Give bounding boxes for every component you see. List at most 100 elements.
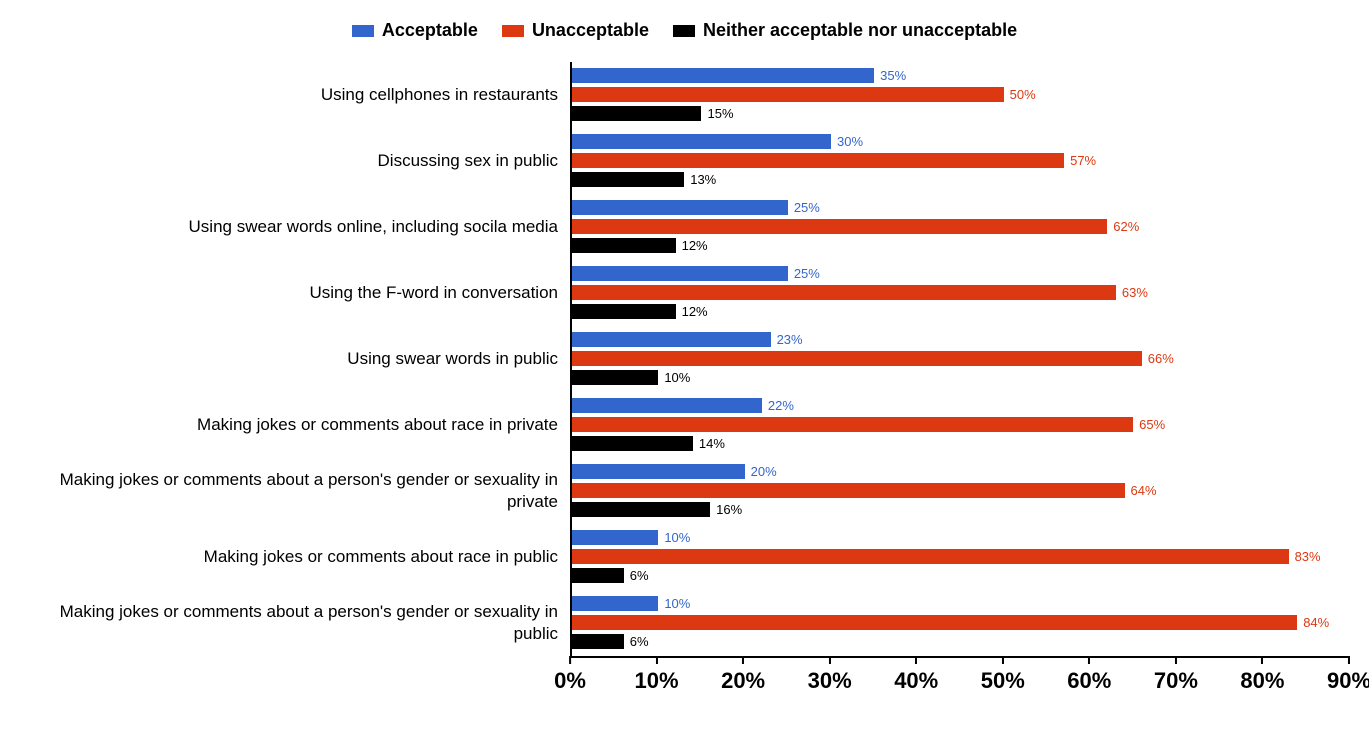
bar-row-unacceptable: 64%	[572, 482, 1349, 499]
bar-acceptable	[572, 266, 788, 281]
bar-unacceptable	[572, 87, 1004, 102]
bars-cell: 22% 65% 14%	[570, 392, 1349, 458]
category-label: Using the F-word in conversation	[20, 260, 570, 326]
bar-row-unacceptable: 63%	[572, 284, 1349, 301]
bar-row-neither: 13%	[572, 171, 1349, 188]
bar-value-label: 50%	[1010, 87, 1036, 102]
bar-value-label: 6%	[630, 568, 649, 583]
bar-acceptable	[572, 68, 874, 83]
legend-item: Acceptable	[352, 20, 478, 41]
bar-value-label: 62%	[1113, 219, 1139, 234]
bar-unacceptable	[572, 285, 1116, 300]
category-label: Using swear words in public	[20, 326, 570, 392]
bar-value-label: 12%	[682, 238, 708, 253]
x-axis-tick: 70%	[1154, 658, 1198, 694]
bar-value-label: 10%	[664, 596, 690, 611]
bar-row-acceptable: 35%	[572, 67, 1349, 84]
x-axis-tick: 40%	[894, 658, 938, 694]
category-group: Making jokes or comments about race in p…	[20, 524, 1349, 590]
category-label: Making jokes or comments about a person'…	[20, 458, 570, 524]
bar-row-acceptable: 23%	[572, 331, 1349, 348]
legend-label: Acceptable	[382, 20, 478, 41]
bars-cell: 25% 62% 12%	[570, 194, 1349, 260]
bar-row-neither: 15%	[572, 105, 1349, 122]
bar-neither	[572, 436, 693, 451]
bar-row-acceptable: 10%	[572, 595, 1349, 612]
bar-row-unacceptable: 57%	[572, 152, 1349, 169]
bar-value-label: 57%	[1070, 153, 1096, 168]
x-axis-tick: 10%	[635, 658, 679, 694]
bar-unacceptable	[572, 483, 1125, 498]
legend-swatch	[673, 25, 695, 37]
bar-value-label: 6%	[630, 634, 649, 649]
bar-neither	[572, 502, 710, 517]
bars-cell: 10% 83% 6%	[570, 524, 1349, 590]
category-group: Using swear words online, including soci…	[20, 194, 1349, 260]
legend-item: Neither acceptable nor unacceptable	[673, 20, 1017, 41]
legend-swatch	[502, 25, 524, 37]
x-axis-tick: 30%	[808, 658, 852, 694]
bar-neither	[572, 370, 658, 385]
bar-acceptable	[572, 596, 658, 611]
bar-row-acceptable: 10%	[572, 529, 1349, 546]
bar-acceptable	[572, 332, 771, 347]
x-axis-tick: 60%	[1067, 658, 1111, 694]
bar-value-label: 25%	[794, 266, 820, 281]
bar-row-neither: 12%	[572, 303, 1349, 320]
category-label: Making jokes or comments about race in p…	[20, 392, 570, 458]
bar-row-neither: 6%	[572, 633, 1349, 650]
bar-row-acceptable: 20%	[572, 463, 1349, 480]
bar-neither	[572, 568, 624, 583]
bar-value-label: 64%	[1131, 483, 1157, 498]
bar-row-unacceptable: 62%	[572, 218, 1349, 235]
bar-acceptable	[572, 398, 762, 413]
bar-unacceptable	[572, 615, 1297, 630]
bar-value-label: 66%	[1148, 351, 1174, 366]
bar-value-label: 65%	[1139, 417, 1165, 432]
bar-acceptable	[572, 464, 745, 479]
bar-unacceptable	[572, 417, 1133, 432]
category-group: Making jokes or comments about race in p…	[20, 392, 1349, 458]
bar-row-acceptable: 25%	[572, 199, 1349, 216]
bar-value-label: 22%	[768, 398, 794, 413]
bar-neither	[572, 238, 676, 253]
bar-row-acceptable: 25%	[572, 265, 1349, 282]
x-axis: 0%10%20%30%40%50%60%70%80%90%	[570, 656, 1349, 708]
bars-cell: 35% 50% 15%	[570, 62, 1349, 128]
legend-label: Unacceptable	[532, 20, 649, 41]
category-group: Making jokes or comments about a person'…	[20, 590, 1349, 656]
bar-neither	[572, 172, 684, 187]
bar-unacceptable	[572, 549, 1289, 564]
category-label: Making jokes or comments about a person'…	[20, 590, 570, 656]
bar-value-label: 12%	[682, 304, 708, 319]
bar-acceptable	[572, 134, 831, 149]
bar-neither	[572, 106, 701, 121]
bars-cell: 25% 63% 12%	[570, 260, 1349, 326]
legend-item: Unacceptable	[502, 20, 649, 41]
category-group: Making jokes or comments about a person'…	[20, 458, 1349, 524]
bar-row-unacceptable: 66%	[572, 350, 1349, 367]
bar-value-label: 35%	[880, 68, 906, 83]
bar-value-label: 25%	[794, 200, 820, 215]
bar-row-unacceptable: 50%	[572, 86, 1349, 103]
bar-value-label: 83%	[1295, 549, 1321, 564]
bar-row-neither: 6%	[572, 567, 1349, 584]
bar-row-neither: 12%	[572, 237, 1349, 254]
bar-value-label: 10%	[664, 370, 690, 385]
bar-value-label: 13%	[690, 172, 716, 187]
x-axis-tick: 20%	[721, 658, 765, 694]
bar-row-neither: 14%	[572, 435, 1349, 452]
bar-value-label: 63%	[1122, 285, 1148, 300]
bar-neither	[572, 634, 624, 649]
bar-row-unacceptable: 84%	[572, 614, 1349, 631]
bar-value-label: 84%	[1303, 615, 1329, 630]
bars-cell: 20%64%16%	[570, 458, 1349, 524]
category-group: Using cellphones in restaurants35%50%15%	[20, 62, 1349, 128]
bar-value-label: 15%	[707, 106, 733, 121]
bar-row-acceptable: 30%	[572, 133, 1349, 150]
category-group: Using swear words in public23% 66% 10%	[20, 326, 1349, 392]
bar-value-label: 30%	[837, 134, 863, 149]
legend-swatch	[352, 25, 374, 37]
category-group: Using the F-word in conversation 25% 63% 12…	[20, 260, 1349, 326]
bars-cell: 30% 57% 13%	[570, 128, 1349, 194]
